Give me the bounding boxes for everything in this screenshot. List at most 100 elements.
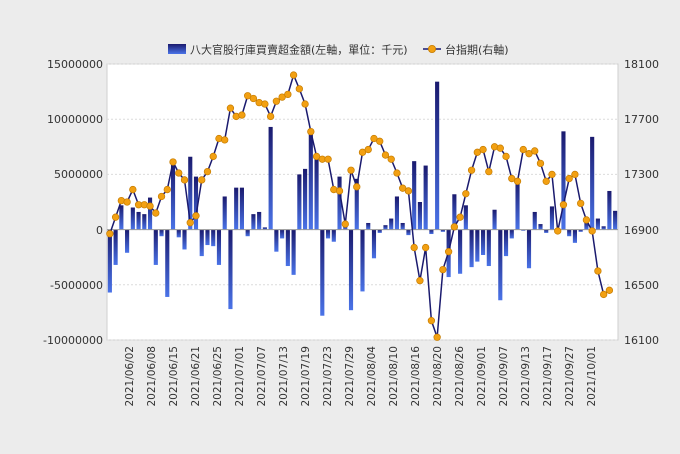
bar <box>417 202 422 230</box>
bar-series <box>107 81 618 316</box>
bar <box>251 214 256 230</box>
line-point <box>312 152 321 161</box>
bar <box>228 229 233 310</box>
line-point <box>175 169 183 177</box>
line-point <box>203 167 212 176</box>
line-point <box>301 100 309 108</box>
line-point <box>416 277 424 285</box>
line-point <box>364 145 372 154</box>
bar <box>463 205 468 230</box>
line-series <box>106 71 614 341</box>
line-point <box>467 166 476 174</box>
bar <box>498 229 503 301</box>
bar <box>268 126 273 230</box>
line-point <box>548 170 556 179</box>
bar <box>216 229 222 265</box>
bar <box>159 229 164 237</box>
legend-line-label: 台指期(右軸) <box>445 43 509 57</box>
line-point <box>324 155 332 163</box>
line-point <box>577 199 585 208</box>
x-tick: 2021/07/19 <box>300 346 312 407</box>
bar <box>549 206 555 230</box>
line-point <box>444 248 453 256</box>
bar <box>348 229 354 311</box>
y-axis-left: 15000000 10000000 5000000 0 -5000000 -10… <box>43 58 103 347</box>
bar <box>291 229 296 275</box>
x-tick: 2021/08/26 <box>454 346 466 407</box>
line-point <box>198 176 206 184</box>
bar <box>113 229 118 265</box>
y-left-tick: 0 <box>96 224 103 237</box>
bar <box>481 229 486 255</box>
bar <box>211 229 216 247</box>
line-point <box>559 201 568 209</box>
line-point <box>456 213 464 221</box>
y-right-tick: 18100 <box>624 58 659 71</box>
line-point <box>295 85 303 93</box>
bar <box>331 229 336 242</box>
x-tick: 2021/09/17 <box>542 346 554 407</box>
line-point <box>376 137 384 145</box>
bar <box>492 209 497 230</box>
line-point <box>289 71 298 79</box>
line-point <box>347 166 355 174</box>
line-point <box>353 183 361 191</box>
bar <box>595 218 600 230</box>
line-point <box>422 243 430 252</box>
bar <box>383 225 388 230</box>
bar <box>314 155 319 230</box>
line-point <box>272 97 281 105</box>
line-point <box>163 185 171 194</box>
bar <box>337 176 342 230</box>
bar <box>188 156 193 230</box>
bar <box>366 222 371 230</box>
bar <box>406 229 411 236</box>
x-tick: 2021/07/07 <box>256 346 268 407</box>
bar <box>325 229 331 239</box>
y-axis-right: 18100 17700 17300 16900 16500 16100 <box>624 58 659 347</box>
line-point <box>111 213 120 221</box>
line-point <box>404 187 413 195</box>
line-point <box>129 185 137 194</box>
line-point <box>582 216 591 224</box>
bar <box>354 178 359 230</box>
line-point <box>152 209 160 217</box>
bar <box>572 229 577 243</box>
line-point <box>146 202 154 210</box>
bar <box>205 229 210 246</box>
bar <box>130 207 135 230</box>
line-point <box>393 169 401 177</box>
y-right-tick: 17300 <box>624 168 659 181</box>
x-tick: 2021/06/15 <box>168 346 180 407</box>
bar <box>136 211 141 230</box>
bar <box>176 229 181 238</box>
line-point <box>249 94 258 103</box>
bar <box>435 81 440 230</box>
bar <box>371 229 377 259</box>
line-point <box>261 100 269 108</box>
bar <box>360 229 365 292</box>
bar <box>567 229 572 237</box>
bar <box>515 181 520 230</box>
line-point <box>508 174 516 183</box>
y-right-tick: 16900 <box>624 224 659 237</box>
x-tick: 2021/06/08 <box>146 346 158 407</box>
bar <box>561 131 566 230</box>
y-left-tick: 15000000 <box>47 58 103 71</box>
bar <box>509 229 514 239</box>
x-tick: 2021/08/10 <box>388 346 400 407</box>
line-point <box>209 152 217 161</box>
bar <box>590 136 595 230</box>
line-point <box>180 176 189 184</box>
x-tick: 2021/06/02 <box>124 346 136 407</box>
line-point <box>335 187 344 195</box>
bar <box>222 196 227 230</box>
line-point <box>450 223 459 231</box>
bar <box>458 229 463 274</box>
line-point <box>381 151 390 159</box>
line-point <box>399 184 407 192</box>
bar <box>234 187 239 230</box>
line-point <box>387 155 395 163</box>
